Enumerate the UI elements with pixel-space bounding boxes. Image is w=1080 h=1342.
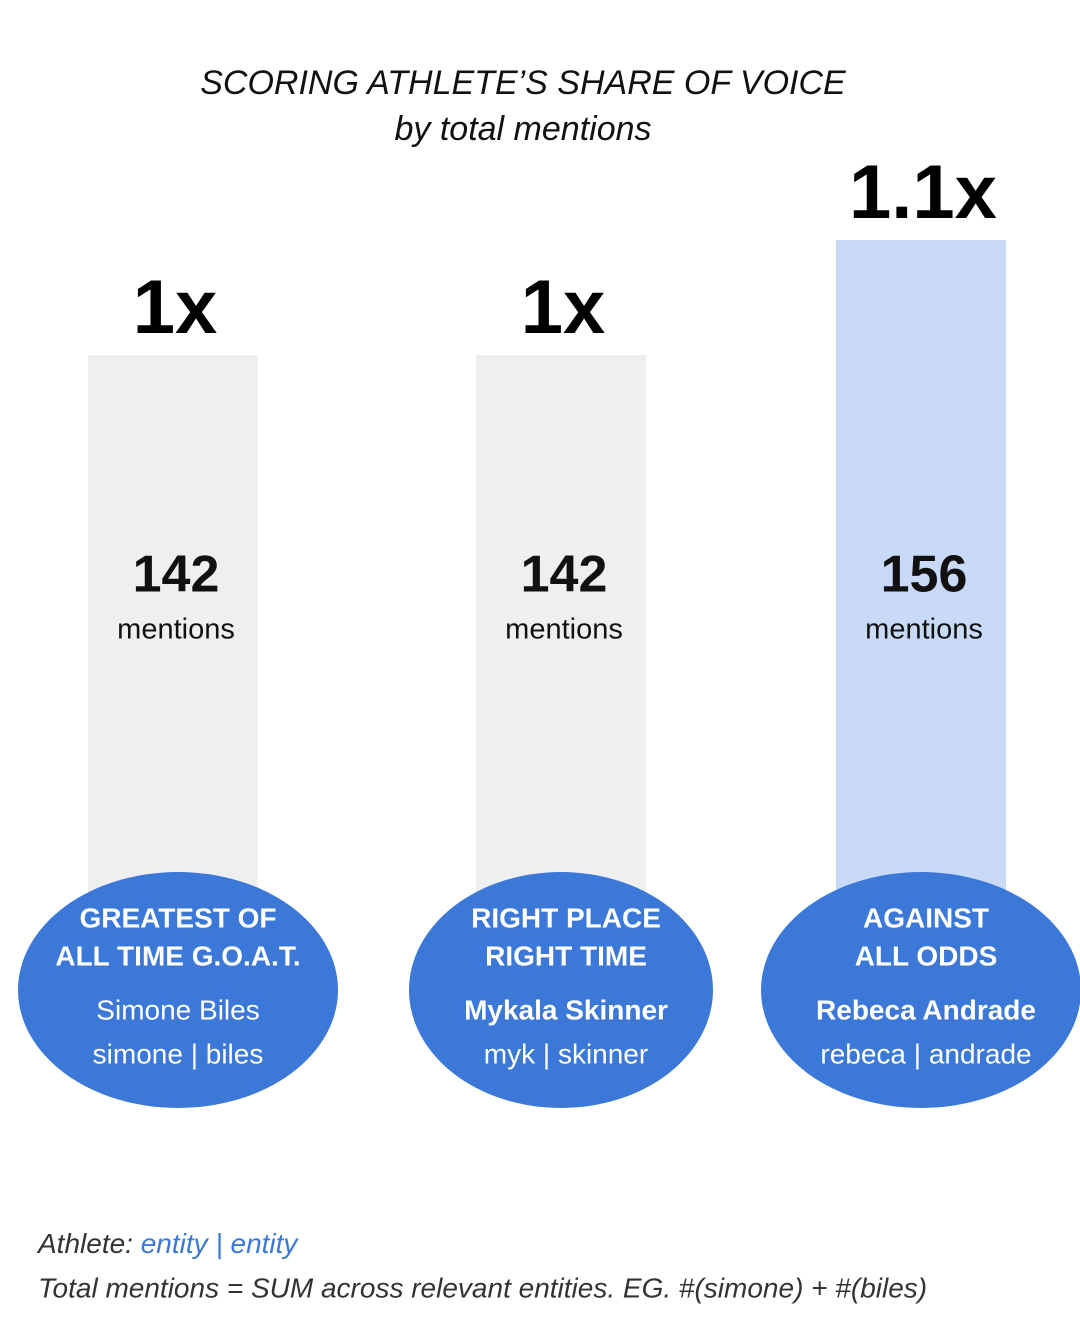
- athlete-name: Mykala Skinner: [464, 994, 668, 1025]
- athlete-name: Simone Biles: [96, 994, 259, 1025]
- value-label: 142: [133, 546, 220, 604]
- ratio-label: 1.1x: [849, 150, 997, 235]
- chart-title: SCORING ATHLETE’S SHARE OF VOICE: [200, 64, 846, 102]
- athlete-entities: rebeca | andrade: [820, 1038, 1031, 1069]
- value-unit: mentions: [865, 614, 983, 646]
- category-badge: [409, 872, 713, 1108]
- athlete-name: Rebeca Andrade: [816, 994, 1036, 1025]
- chart-subtitle: by total mentions: [394, 110, 651, 148]
- athlete-entities: myk | skinner: [484, 1038, 648, 1069]
- category-badge: [18, 872, 338, 1108]
- legend-value: entity | entity: [141, 1228, 300, 1259]
- category-badge: [761, 872, 1080, 1108]
- value-label: 156: [881, 546, 968, 604]
- value-unit: mentions: [117, 614, 235, 646]
- ratio-label: 1x: [133, 265, 218, 350]
- bar: [836, 239, 1006, 990]
- category-label: RIGHT TIME: [485, 940, 647, 971]
- category-label: ALL ODDS: [855, 940, 998, 971]
- athlete-entities: simone | biles: [93, 1038, 264, 1069]
- value-label: 142: [521, 546, 608, 604]
- legend-note: Athlete: entity | entity: [36, 1228, 299, 1259]
- ratio-label: 1x: [521, 265, 606, 350]
- category-label: AGAINST: [863, 902, 989, 933]
- value-unit: mentions: [505, 614, 623, 646]
- legend-label: Athlete:: [36, 1228, 133, 1259]
- formula-note: Total mentions = SUM across relevant ent…: [38, 1272, 927, 1303]
- category-label: GREATEST OF: [79, 902, 276, 933]
- category-label: ALL TIME G.O.A.T.: [55, 940, 300, 971]
- category-label: RIGHT PLACE: [471, 902, 661, 933]
